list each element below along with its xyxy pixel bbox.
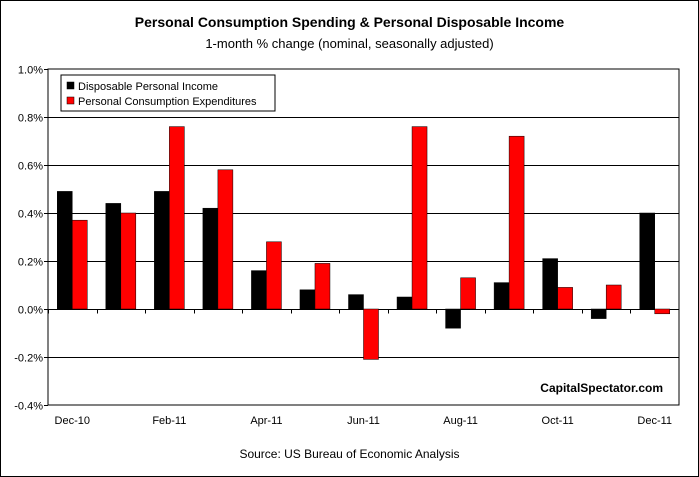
x-tick-label: Dec-10 <box>55 415 90 427</box>
spending-bar <box>217 169 234 310</box>
legend <box>60 74 276 112</box>
spending-bar <box>169 126 185 310</box>
spending-bar <box>654 308 670 315</box>
legend-label: Personal Consumption Expenditures <box>78 96 257 108</box>
x-tick-label: Dec-11 <box>637 415 672 427</box>
spending-bar <box>266 241 282 310</box>
chart-subtitle: 1-month % change (nominal, seasonally ad… <box>205 36 494 51</box>
y-tick-label: 0.6% <box>18 161 43 173</box>
income-bar <box>590 308 607 319</box>
spending-bar <box>508 135 525 310</box>
income-bar <box>396 296 413 310</box>
plot-area <box>47 68 680 406</box>
watermark: CapitalSpectator.com <box>540 381 663 395</box>
income-bar <box>154 191 170 310</box>
legend-swatch <box>66 81 75 90</box>
income-bar <box>493 282 510 310</box>
spending-bar <box>411 126 428 310</box>
chart-title: Personal Consumption Spending & Personal… <box>134 14 565 30</box>
legend-swatch <box>66 96 75 105</box>
income-bar <box>202 207 219 310</box>
y-tick-label: 1.0% <box>18 65 43 77</box>
spending-bar <box>363 308 379 360</box>
y-tick-label: -0.2% <box>14 353 43 365</box>
income-bar <box>57 191 73 310</box>
income-bar <box>348 294 364 310</box>
income-bar <box>105 203 122 310</box>
x-tick-label: Apr-11 <box>250 415 282 427</box>
chart-source: Source: US Bureau of Economic Analysis <box>239 447 460 461</box>
income-bar <box>639 212 655 310</box>
y-tick-label: 0.8% <box>18 113 43 125</box>
legend-label: Disposable Personal Income <box>78 81 218 93</box>
spending-bar <box>120 212 137 310</box>
spending-bar <box>72 219 88 310</box>
x-tick-label: Jun-11 <box>347 415 380 427</box>
income-bar <box>542 258 558 310</box>
x-tick-label: Oct-11 <box>542 415 574 427</box>
spending-bar <box>314 263 331 310</box>
spending-bar <box>605 284 622 310</box>
spending-bar <box>460 277 476 310</box>
income-bar <box>299 289 316 310</box>
x-tick-label: Aug-11 <box>443 415 478 427</box>
income-bar <box>251 270 267 310</box>
y-tick-label: 0.0% <box>18 305 43 317</box>
income-bar <box>445 308 461 329</box>
y-tick-label: 0.4% <box>18 209 43 221</box>
x-tick-label: Feb-11 <box>152 415 186 427</box>
y-tick-label: -0.4% <box>14 401 43 413</box>
y-tick-label: 0.2% <box>18 257 43 269</box>
spending-bar <box>557 287 573 310</box>
